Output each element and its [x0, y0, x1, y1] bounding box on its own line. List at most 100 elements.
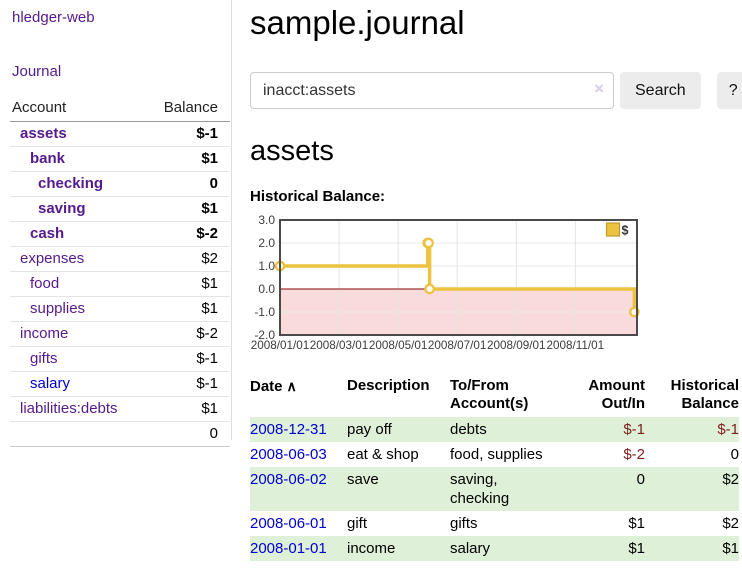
register-cell-balance: $2	[722, 471, 739, 488]
app-brand: hledger-web	[0, 0, 232, 26]
sidebar-divider	[231, 0, 232, 440]
account-row: income $-2	[10, 321, 230, 347]
y-tick-label: -2.0	[254, 328, 275, 342]
register-cell-date: 2008-01-01	[250, 536, 347, 561]
account-row: gifts $-1	[10, 346, 230, 372]
account-balance: $1	[145, 271, 230, 297]
register-date-link[interactable]: 2008-12-31	[250, 421, 327, 438]
app-layout: hledger-web Journal Account Balance asse…	[0, 0, 742, 561]
accounts-total-spacer	[10, 421, 146, 447]
register-cell-accounts: salary	[450, 540, 491, 557]
register-cell-description: eat & shop	[347, 446, 419, 463]
accounts-table-body: assets $-1 bank $1 checking 0 saving $1 cash $-2 e…	[10, 121, 230, 422]
register-cell-date: 2008-06-03	[250, 442, 347, 467]
account-link-salary[interactable]: salary	[30, 375, 71, 392]
register-cell-accounts: saving, checking	[450, 471, 510, 507]
register-cell-amount: $1	[628, 515, 645, 532]
register-cell-balance: $-1	[717, 421, 739, 438]
register-table-body: 2008-12-31 pay off debts $-1 $-1 2008-06-03 ea…	[250, 417, 739, 561]
register-row: 2008-06-01 gift gifts $1 $2	[250, 511, 739, 536]
account-row: checking 0	[10, 171, 230, 197]
account-link-liabilities-debts[interactable]: liabilities:debts	[20, 400, 118, 417]
register-cell-date: 2008-06-01	[250, 511, 347, 536]
y-tick-label: 3.0	[258, 213, 275, 227]
search-input[interactable]	[250, 72, 614, 109]
account-balance: 0	[145, 171, 230, 197]
x-tick-label: 2008/09/01	[487, 339, 546, 352]
account-link-cash[interactable]: cash	[30, 225, 65, 242]
x-tick-label: 2008/05/01	[369, 339, 428, 352]
accounts-col-account: Account	[10, 97, 146, 122]
register-row: 2008-06-03 eat & shop food, supplies $-2 0	[250, 442, 739, 467]
y-tick-label: 1.0	[258, 259, 275, 273]
y-tick-label: -1.0	[254, 305, 275, 319]
sidebar: hledger-web Journal Account Balance asse…	[0, 0, 232, 561]
accounts-total-row: 0	[10, 421, 230, 447]
x-tick-label: 2008/01/01	[251, 339, 310, 352]
data-point-marker	[424, 283, 435, 295]
register-date-link[interactable]: 2008-06-03	[250, 446, 327, 463]
account-link-bank[interactable]: bank	[30, 150, 66, 167]
sidebar-item-journal[interactable]: Journal	[12, 63, 62, 80]
account-balance: $1	[145, 146, 230, 172]
x-tick-label: 2008/11/01	[546, 339, 604, 352]
register-cell-accounts: gifts	[450, 515, 478, 532]
register-date-link[interactable]: 2008-06-01	[250, 515, 327, 532]
account-link-saving[interactable]: saving	[38, 200, 86, 217]
account-row: salary $-1	[10, 371, 230, 397]
account-row: bank $1	[10, 146, 230, 172]
register-cell-description: gift	[347, 515, 368, 532]
accounts-total-value: 0	[145, 421, 230, 447]
register-col-date[interactable]: Date ∧	[250, 378, 297, 395]
register-cell-accounts: food, supplies	[450, 446, 543, 463]
sort-ascending-icon: ∧	[286, 378, 297, 394]
y-tick-label: 0.0	[258, 282, 275, 296]
data-point-marker	[423, 237, 434, 249]
main-content: sample.journal × Search ? assets Histori…	[232, 0, 742, 561]
clear-search-icon[interactable]: ×	[594, 79, 604, 98]
account-link-expenses[interactable]: expenses	[20, 250, 85, 267]
account-balance: $-2	[145, 321, 230, 347]
register-cell-description: save	[347, 471, 379, 488]
account-balance: $1	[145, 296, 230, 322]
register-date-link[interactable]: 2008-06-02	[250, 471, 327, 488]
account-balance: $-1	[145, 346, 230, 372]
account-balance: $1	[145, 196, 230, 222]
account-link-food[interactable]: food	[30, 275, 60, 292]
register-header-row: Date ∧ Description To/From Account(s) Amo…	[250, 375, 739, 417]
register-cell-date: 2008-12-31	[250, 417, 347, 442]
account-row: expenses $2	[10, 246, 230, 272]
register-date-link[interactable]: 2008-01-01	[250, 540, 327, 557]
page-title: sample.journal	[250, 4, 465, 41]
register-row: 2008-06-02 save saving, checking 0 $2	[250, 467, 739, 511]
legend-swatch	[605, 222, 621, 237]
x-tick-label: 2008/07/01	[428, 339, 487, 352]
register-col-accounts: To/From Account(s)	[450, 377, 529, 412]
search-button[interactable]: Search	[620, 72, 701, 109]
account-link-checking[interactable]: checking	[38, 175, 104, 192]
account-row: cash $-2	[10, 221, 230, 247]
account-row: saving $1	[10, 196, 230, 222]
chart-heading: Historical Balance:	[250, 188, 386, 205]
account-link-assets[interactable]: assets	[20, 125, 67, 142]
register-row: 2008-01-01 income salary $1 $1	[250, 536, 739, 561]
register-cell-balance: $1	[722, 540, 739, 557]
x-tick-label: 2008/03/01	[310, 339, 369, 352]
legend-label: $	[622, 224, 629, 238]
account-balance: $1	[145, 396, 230, 422]
account-balance: $-2	[145, 221, 230, 247]
account-link-gifts[interactable]: gifts	[30, 350, 58, 367]
search-row: × Search ?	[250, 72, 742, 109]
accounts-col-balance: Balance	[145, 97, 230, 122]
account-link-supplies[interactable]: supplies	[30, 300, 86, 317]
brand-link[interactable]: hledger-web	[12, 9, 95, 26]
register-cell-description: income	[347, 540, 396, 557]
register-cell-description: pay off	[347, 421, 392, 438]
account-link-income[interactable]: income	[20, 325, 69, 342]
register-cell-balance: $2	[722, 515, 739, 532]
accounts-table: Account Balance assets $-1 bank $1 checking 0…	[10, 97, 230, 447]
help-button[interactable]: ?	[716, 72, 742, 109]
register-cell-balance: 0	[730, 446, 739, 463]
register-cell-amount: $1	[628, 540, 645, 557]
